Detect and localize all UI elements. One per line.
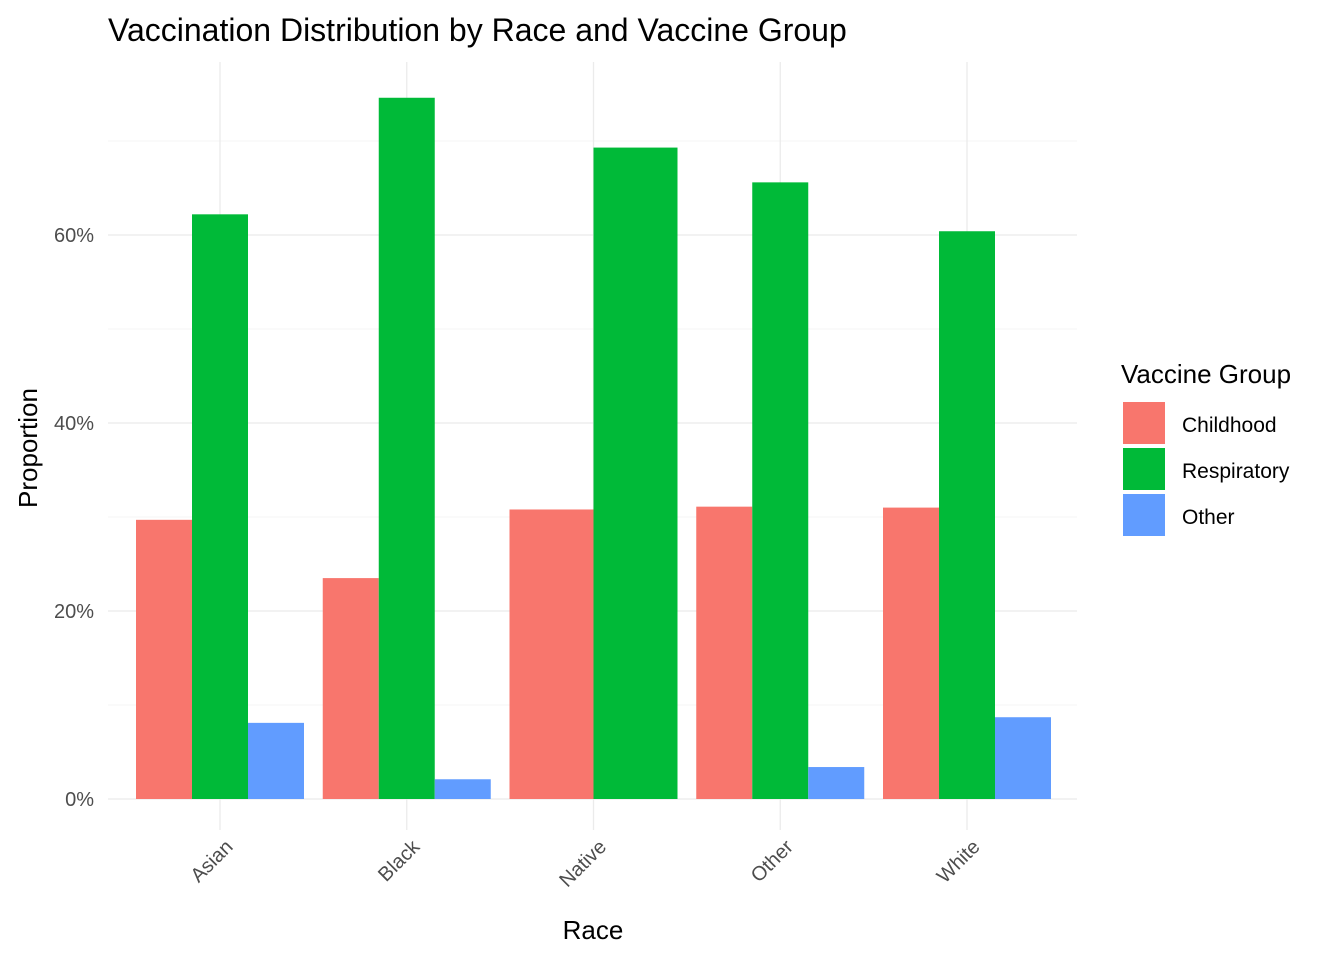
legend-label-other: Other bbox=[1182, 506, 1235, 529]
legend-label-respiratory: Respiratory bbox=[1182, 460, 1290, 483]
legend-key-respiratory bbox=[1123, 448, 1165, 490]
bar-black-respiratory bbox=[378, 97, 435, 799]
bar-other-other bbox=[808, 767, 865, 799]
bar-black-other bbox=[434, 779, 491, 799]
bar-asian-childhood bbox=[136, 519, 192, 799]
y-tick-label: 0% bbox=[65, 789, 94, 811]
bar-other-respiratory bbox=[752, 182, 809, 800]
legend: Vaccine Group Childhood Respiratory Other bbox=[1121, 359, 1291, 536]
x-tick-label: Other bbox=[747, 836, 798, 887]
bar-native-childhood bbox=[509, 509, 594, 799]
y-tick-label: 40% bbox=[54, 413, 94, 435]
x-axis-title: Race bbox=[563, 915, 624, 945]
bar-black-childhood bbox=[322, 578, 379, 799]
x-tick-label: Black bbox=[374, 835, 425, 886]
legend-title: Vaccine Group bbox=[1121, 359, 1291, 389]
x-tick-label: Native bbox=[555, 836, 611, 892]
y-axis-title: Proportion bbox=[13, 388, 43, 508]
legend-key-childhood bbox=[1123, 402, 1165, 444]
y-tick-label: 60% bbox=[54, 225, 94, 247]
bars bbox=[136, 97, 1051, 800]
bar-white-childhood bbox=[883, 507, 939, 799]
chart-title: Vaccination Distribution by Race and Vac… bbox=[108, 12, 847, 48]
bar-asian-respiratory bbox=[192, 214, 248, 799]
legend-key-other bbox=[1123, 494, 1165, 536]
x-tick-label: Asian bbox=[187, 836, 238, 887]
bar-other-childhood bbox=[696, 506, 753, 799]
bar-white-respiratory bbox=[939, 231, 995, 800]
x-tick-label: White bbox=[933, 836, 985, 888]
bar-white-other bbox=[995, 717, 1051, 799]
y-axis-ticks: 0% 20% 40% 60% bbox=[54, 225, 94, 811]
bar-asian-other bbox=[248, 722, 304, 799]
bar-native-respiratory bbox=[593, 147, 678, 799]
y-tick-label: 20% bbox=[54, 601, 94, 623]
legend-label-childhood: Childhood bbox=[1182, 414, 1277, 437]
x-axis-ticks: Asian Black Native Other White bbox=[187, 835, 985, 891]
